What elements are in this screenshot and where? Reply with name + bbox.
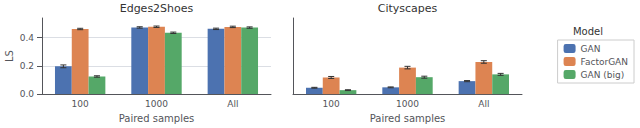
svg-text:0.2: 0.2 [20,61,34,71]
svg-text:100: 100 [72,99,89,109]
svg-text:0.0: 0.0 [20,89,35,99]
svg-text:GAN (big): GAN (big) [581,70,625,80]
svg-text:LS: LS [4,50,15,62]
svg-text:All: All [227,99,238,109]
svg-text:GAN: GAN [581,44,601,54]
svg-text:Cityscapes: Cityscapes [378,2,438,15]
svg-text:Paired samples: Paired samples [119,113,195,124]
svg-text:1000: 1000 [145,99,168,109]
svg-text:1000: 1000 [396,99,419,109]
svg-text:Paired samples: Paired samples [370,113,446,124]
svg-text:Edges2Shoes: Edges2Shoes [120,2,194,15]
svg-text:100: 100 [323,99,340,109]
svg-text:Model: Model [573,26,603,37]
svg-text:FactorGAN: FactorGAN [581,57,628,67]
svg-text:0.4: 0.4 [20,33,35,43]
svg-text:All: All [478,99,489,109]
